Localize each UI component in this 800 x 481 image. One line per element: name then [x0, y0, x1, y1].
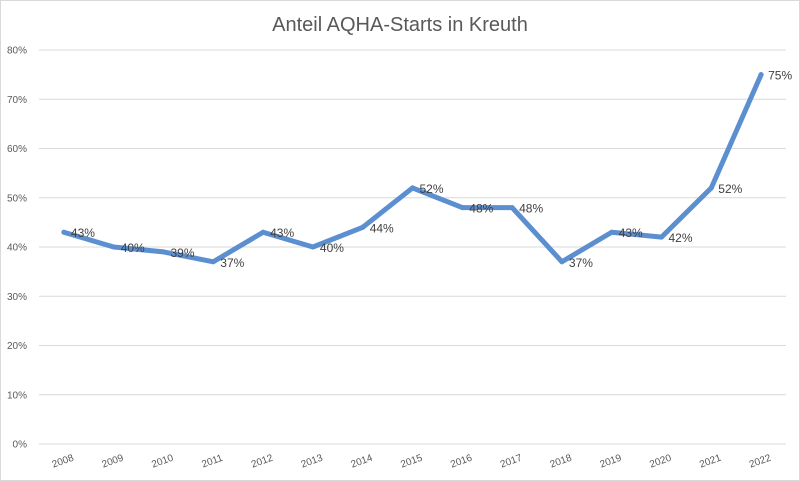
x-tick-label: 2020	[648, 453, 673, 471]
y-tick-label: 60%	[7, 144, 27, 155]
y-axis-ticks: 0% 10% 20% 30% 40% 50% 60% 70% 80%	[7, 46, 27, 451]
data-label: 44%	[370, 221, 394, 235]
data-label: 48%	[519, 202, 543, 216]
x-tick-label: 2013	[300, 453, 325, 471]
data-point	[459, 205, 465, 211]
x-tick-label: 2021	[698, 453, 723, 471]
data-label: 52%	[420, 182, 444, 196]
data-point	[609, 229, 615, 235]
y-tick-label: 0%	[13, 440, 28, 451]
data-labels: 43% 40% 39% 37% 43% 40% 44% 52% 48% 48% 37% 43% 42% 5…	[71, 69, 793, 270]
x-tick-label: 2009	[101, 453, 126, 471]
y-tick-label: 30%	[7, 292, 27, 303]
x-tick-label: 2010	[150, 453, 175, 471]
data-point	[61, 229, 67, 235]
data-label: 48%	[469, 202, 493, 216]
x-tick-label: 2012	[250, 453, 275, 471]
data-point	[260, 229, 266, 235]
x-tick-label: 2016	[449, 453, 474, 471]
data-point	[161, 249, 166, 255]
data-label: 43%	[71, 226, 95, 240]
data-point	[509, 205, 515, 211]
y-tick-label: 70%	[7, 95, 27, 106]
data-label: 42%	[669, 231, 693, 245]
x-tick-label: 2011	[200, 453, 224, 471]
data-point	[360, 224, 366, 230]
y-tick-label: 40%	[7, 243, 27, 254]
data-label: 37%	[220, 256, 244, 270]
y-tick-label: 10%	[7, 390, 27, 401]
x-tick-label: 2008	[51, 453, 76, 471]
x-tick-label: 2022	[748, 453, 773, 471]
gridlines	[39, 49, 786, 445]
data-label: 75%	[768, 69, 792, 83]
data-point	[410, 185, 415, 191]
x-tick-label: 2015	[399, 453, 424, 471]
x-tick-label: 2018	[549, 453, 574, 471]
data-point	[210, 259, 216, 265]
data-label: 39%	[171, 246, 195, 260]
data-label: 37%	[569, 256, 593, 270]
data-point	[708, 185, 714, 191]
data-label: 40%	[320, 241, 344, 255]
data-label: 43%	[270, 226, 294, 240]
series-line	[61, 72, 764, 265]
x-axis-ticks: 2008 2009 2010 2011 2012 2013 2014 2015 2016 2017…	[51, 453, 773, 471]
data-label: 52%	[718, 182, 742, 196]
data-label: 43%	[619, 226, 643, 240]
series-layer	[61, 72, 764, 265]
x-tick-label: 2014	[350, 453, 375, 471]
data-point	[758, 72, 764, 78]
data-label: 40%	[121, 241, 145, 255]
data-point	[111, 244, 117, 250]
x-tick-label: 2017	[499, 453, 524, 471]
data-point	[310, 244, 316, 250]
chart-title: Anteil AQHA-Starts in Kreuth	[272, 14, 528, 36]
y-tick-label: 20%	[7, 341, 27, 352]
data-point	[559, 259, 565, 265]
y-tick-label: 50%	[7, 193, 27, 204]
x-tick-label: 2019	[599, 453, 624, 471]
data-point	[659, 234, 664, 240]
y-tick-label: 80%	[7, 46, 27, 57]
